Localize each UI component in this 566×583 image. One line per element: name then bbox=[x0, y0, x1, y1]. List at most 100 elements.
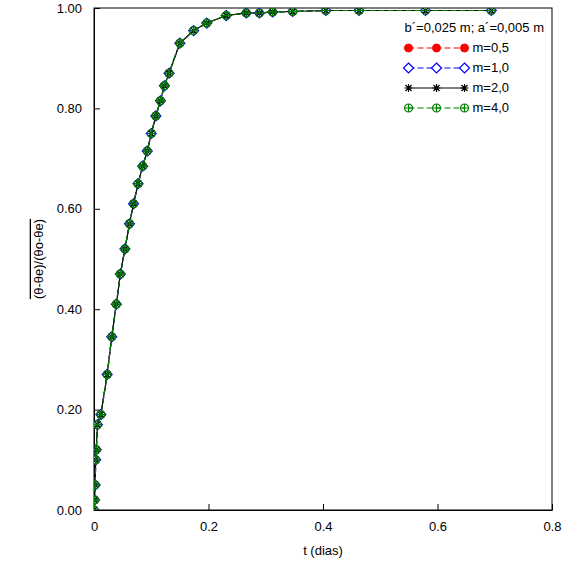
point-marker-part bbox=[94, 446, 100, 454]
point-marker-part bbox=[120, 244, 130, 254]
point-marker-part bbox=[255, 9, 263, 17]
point-marker bbox=[125, 220, 133, 228]
legend-marker-part bbox=[404, 63, 414, 73]
point-marker-part bbox=[130, 200, 138, 208]
y-tick-mark bbox=[94, 209, 100, 210]
point-marker bbox=[103, 370, 111, 378]
x-tick-label: 0.6 bbox=[429, 519, 447, 534]
point-marker-part bbox=[94, 496, 99, 504]
point-marker-part bbox=[165, 69, 173, 77]
point-marker bbox=[134, 180, 142, 188]
point-marker bbox=[94, 420, 102, 430]
point-marker bbox=[102, 369, 112, 379]
y-tick: 1.00 bbox=[57, 1, 100, 16]
point-marker bbox=[165, 69, 173, 77]
point-marker-part bbox=[94, 480, 100, 490]
point-marker-part bbox=[139, 162, 147, 170]
point-marker bbox=[421, 8, 429, 15]
point-marker-part bbox=[151, 111, 161, 121]
point-marker bbox=[94, 481, 99, 489]
point-marker-part bbox=[221, 11, 231, 21]
point-marker-part bbox=[103, 370, 111, 378]
y-tick: 0.80 bbox=[57, 101, 100, 116]
point-marker bbox=[190, 27, 198, 35]
point-marker-part bbox=[487, 8, 495, 15]
point-marker-part bbox=[321, 8, 331, 16]
point-marker bbox=[120, 244, 130, 254]
point-marker bbox=[94, 456, 100, 464]
point-marker-part bbox=[165, 69, 173, 77]
point-marker-part bbox=[94, 446, 100, 454]
point-marker-part bbox=[152, 112, 160, 120]
point-marker bbox=[130, 200, 138, 208]
point-marker-part bbox=[269, 8, 277, 16]
point-marker-part bbox=[152, 112, 160, 120]
y-tick-mark bbox=[94, 309, 100, 310]
legend-marker-part bbox=[433, 104, 441, 112]
point-marker-part bbox=[94, 456, 100, 464]
y-tick-mark bbox=[94, 510, 100, 511]
point-marker-part bbox=[103, 370, 111, 378]
point-marker-part bbox=[322, 8, 330, 15]
y-tick: 0.00 bbox=[57, 503, 100, 518]
point-marker-part bbox=[255, 9, 263, 17]
point-marker bbox=[130, 200, 138, 208]
point-marker bbox=[125, 220, 133, 228]
point-marker-part bbox=[112, 300, 120, 308]
x-axis-title: t (dias) bbox=[303, 543, 343, 558]
point-marker-part bbox=[190, 27, 198, 35]
point-marker-part bbox=[268, 8, 278, 17]
point-marker bbox=[420, 8, 430, 16]
legend-entry: m=1,0 bbox=[404, 60, 510, 75]
point-marker-part bbox=[487, 8, 495, 15]
point-marker-part bbox=[116, 270, 124, 278]
point-marker-part bbox=[94, 496, 99, 504]
point-marker bbox=[139, 162, 147, 170]
point-marker-part bbox=[355, 8, 363, 15]
legend-marker bbox=[461, 104, 469, 112]
point-marker bbox=[112, 300, 120, 308]
legend-marker-part bbox=[433, 44, 441, 52]
point-marker-part bbox=[94, 496, 99, 504]
y-axis: 0.000.200.400.600.801.00 bbox=[57, 1, 100, 518]
point-marker-part bbox=[121, 245, 129, 253]
legend-marker-part bbox=[405, 104, 413, 112]
point-marker-part bbox=[202, 18, 212, 28]
point-marker-part bbox=[176, 39, 184, 47]
point-marker-part bbox=[112, 300, 120, 308]
point-marker-part bbox=[355, 8, 363, 15]
point-marker bbox=[97, 411, 105, 419]
point-marker-part bbox=[289, 8, 297, 16]
x-tick: 0.4 bbox=[314, 504, 332, 534]
point-marker bbox=[255, 9, 263, 17]
point-marker bbox=[255, 9, 263, 17]
point-marker bbox=[156, 97, 164, 105]
point-marker bbox=[487, 8, 495, 15]
x-tick: 0.2 bbox=[200, 504, 218, 534]
point-marker bbox=[125, 220, 133, 228]
point-marker-part bbox=[96, 410, 106, 420]
point-marker-part bbox=[222, 12, 230, 20]
legend: b´=0,025 m; a´=0,005 mm=0,5m=1,0m=2,0m=4… bbox=[404, 20, 544, 115]
point-marker-part bbox=[108, 333, 116, 341]
point-marker-part bbox=[94, 455, 101, 465]
point-marker-part bbox=[121, 245, 129, 253]
legend-marker bbox=[433, 84, 441, 92]
point-marker-part bbox=[164, 68, 174, 78]
point-marker bbox=[134, 180, 142, 188]
point-marker bbox=[222, 12, 230, 20]
legend-label: m=2,0 bbox=[473, 80, 510, 95]
point-marker bbox=[355, 8, 363, 15]
point-marker bbox=[108, 333, 116, 341]
legend-label: m=1,0 bbox=[473, 60, 510, 75]
point-marker bbox=[97, 411, 105, 419]
point-marker-part bbox=[165, 69, 173, 77]
point-marker-part bbox=[125, 220, 133, 228]
point-marker-part bbox=[108, 333, 116, 341]
point-marker-part bbox=[94, 421, 101, 429]
point-marker-part bbox=[125, 220, 133, 228]
point-marker-part bbox=[190, 27, 198, 35]
point-marker bbox=[94, 496, 99, 504]
point-marker bbox=[269, 8, 277, 16]
point-marker bbox=[94, 481, 99, 489]
